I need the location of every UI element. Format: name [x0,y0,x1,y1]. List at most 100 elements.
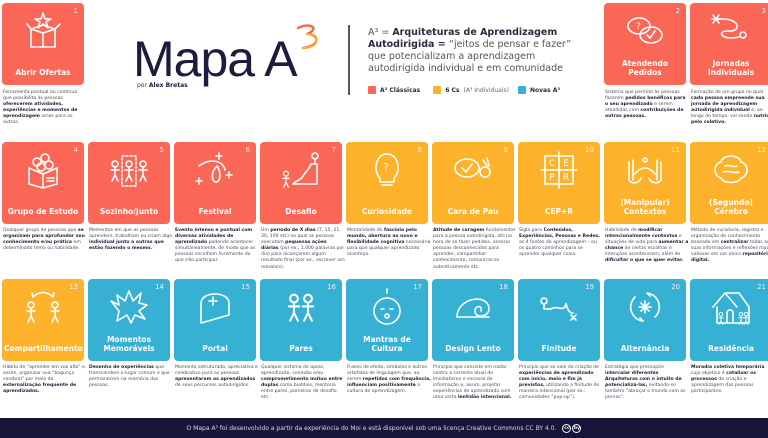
legend-item: 6 Cs (A³ Individuais) [433,86,509,94]
text: utilizando a finitude de maneira intenci… [519,383,600,401]
card-title: Momentos Memoráveis [103,335,155,353]
card-number: 8 [417,146,422,154]
text: (por ex., 1.000 palavras por dia) para a… [261,246,345,270]
card-description: Mentalidade do fascínio pelo mundo, aber… [347,228,431,258]
card-title: Jornadas Individuais [707,59,755,77]
cycle-arrows-icon [629,292,661,322]
card-description: Ferramenta pontual ou contínua que possi… [3,90,87,127]
cepr-letter: P [549,173,555,183]
text: e, ao longo do tempo, vai sendo [691,108,763,120]
emphasis-text: Atitude de coragem [433,228,485,233]
fireworks-icon [195,152,233,185]
card-title: Curiosidade [361,207,413,216]
creative-commons-icon[interactable]: cc by [562,423,582,433]
card-description: Momento estruturado, apreciativo e celeb… [175,365,259,389]
card-title: CEP+R [544,207,574,216]
text: Hábito de “aprender em voz alto” e, assi… [3,365,87,383]
by-icon: by [572,423,582,433]
text: de certas escolhas e intenções acontecer… [605,246,681,258]
emphasis-text: comprometimento mútuo entre duplas [261,377,343,389]
card-finitude[interactable]: 19 Finitude [518,279,600,361]
text: Estratégia que pressupõe [605,365,664,370]
emphasis-text: = [434,39,450,50]
snail-shell-icon [456,298,490,318]
card-compartilhamento[interactable]: 13 Compartilhamento [2,279,84,361]
svg-text:?: ? [383,161,389,174]
card-description: Evento intenso e pontual com diversas at… [175,228,259,265]
route-start-end-icon [540,297,577,321]
people-exchange-icon [26,291,60,323]
book-group-icon [28,153,58,189]
text: “jeitos de pensar e fazer” que potencial… [368,39,572,74]
card-description: Qualquer grupo de pessoas que se organiz… [3,228,87,252]
hands-frame-icon [628,157,662,184]
card-title: (Manipular) Contextos [620,198,670,216]
text: Mentalidade do [347,228,384,233]
card-title: Design Lento [445,344,501,353]
emphasis-text: período de X dias [270,228,316,233]
cepr-letter: C [549,159,555,169]
text: Princípio que consiste em nadar contra a… [433,365,511,401]
card-number: 17 [413,283,422,291]
card-grupo-de-estudo[interactable]: 4 Grupo de Estudo [2,142,84,224]
card-description: Desenho de experiências que transcendem … [89,365,173,389]
emphasis-text: apresentarem os aprendizados [175,377,256,383]
card-number: 13 [69,283,78,291]
card-mantras-de-cultura[interactable]: 17 Mantras de Cultura [346,279,428,361]
emphasis-text: modificar intencionalmente contextos [605,228,678,240]
text: e serem atendidas com [605,102,673,114]
card-number: 15 [241,283,250,291]
card-description: Moradia coletiva temporária cujo objetiv… [691,365,768,395]
text: como buddies, mentoria entre pares, parc… [261,383,337,401]
text: Um [261,228,271,233]
text: Ferramenta pontual ou contínua que possi… [3,90,78,102]
card-festival[interactable]: 6 Festival [174,142,256,224]
card-atendendo-pedidos[interactable]: ? 2 Atendendo Pedidos [604,3,686,85]
card-description: Princípio que se vale da criação de expe… [519,365,603,402]
card-momentos-memoráveis[interactable]: 14 Momentos Memoráveis [88,279,170,361]
pair-people-icon [287,293,315,322]
legend: A³ Clássicas 6 Cs (A³ Individuais) Novas A… [368,86,564,94]
card-alternância[interactable]: 20 Alternância [604,279,686,361]
card-jornadas-individuais[interactable]: 3 Jornadas Individuais [690,3,768,85]
card-number: 10 [585,146,594,154]
text: Sigla para [519,228,544,233]
card-pares[interactable]: 16 Pares [260,279,342,361]
card-number: 11 [671,146,680,154]
card-number: 21 [757,283,766,291]
stairs-goal-icon [282,152,319,188]
card-curiosidade[interactable]: ? 8 Curiosidade [346,142,428,224]
card-cep-r[interactable]: C E P R 10 CEP+R [518,142,600,224]
legend-swatch [368,86,376,94]
card-abrir-ofertas[interactable]: 1 Abrir Ofertas [2,3,84,85]
card-sozinho-junto[interactable]: 5 Sozinho/Junto [88,142,170,224]
emphasis-text: oferecerem atividades, experiências e mo… [3,102,78,120]
card-number: 1 [73,7,78,15]
emphasis-text: aumentar a chance [605,240,689,252]
card-description: Momentos em que as pessoas aprendem, tra… [89,228,173,252]
text: em determinado tema ou habilidade. [3,240,81,252]
emphasis-text: pequenas ações diárias [261,240,327,252]
emphasis-text: Moradia coletiva temporária [691,365,765,370]
lightbulb-question-icon: ? [375,153,399,186]
card-segundo-cérebro[interactable]: 12 (Segundo) Cérebro [690,142,768,224]
legend-label: Novas A³ [529,86,560,94]
card-cara-de-pau[interactable]: 9 Cara de Pau [432,142,514,224]
card-description: Habilidade de modificar intencionalmente… [605,228,689,265]
card-number: 6 [245,146,250,154]
emphasis-text: centralizar [720,240,749,246]
card-desafio[interactable]: 7 Desafio [260,142,342,224]
text: fundamental para a pessoa autodirigida, … [433,228,515,270]
card-residência[interactable]: 21 Residência [690,279,768,361]
card-portal[interactable]: 15 Portal [174,279,256,361]
bubble-ok-hand-icon [454,157,491,178]
card-design-lento[interactable]: 18 Design Lento [432,279,514,361]
emphasis-text: cada pessoa empreende sua jornada de apr… [691,96,765,114]
emphasis-text: experiências de aprendizado com início, … [519,371,594,389]
gift-box-star-icon [26,12,61,48]
card-title: Atendendo Pedidos [621,59,669,77]
legend-extra: (A³ Individuais) [463,86,509,94]
card-manipular-contextos[interactable]: 11 (Manipular) Contextos [604,142,686,224]
text: Momentos em que as pessoas aprendem, tra… [89,228,173,240]
card-title: (Segundo) Cérebro [709,198,753,216]
